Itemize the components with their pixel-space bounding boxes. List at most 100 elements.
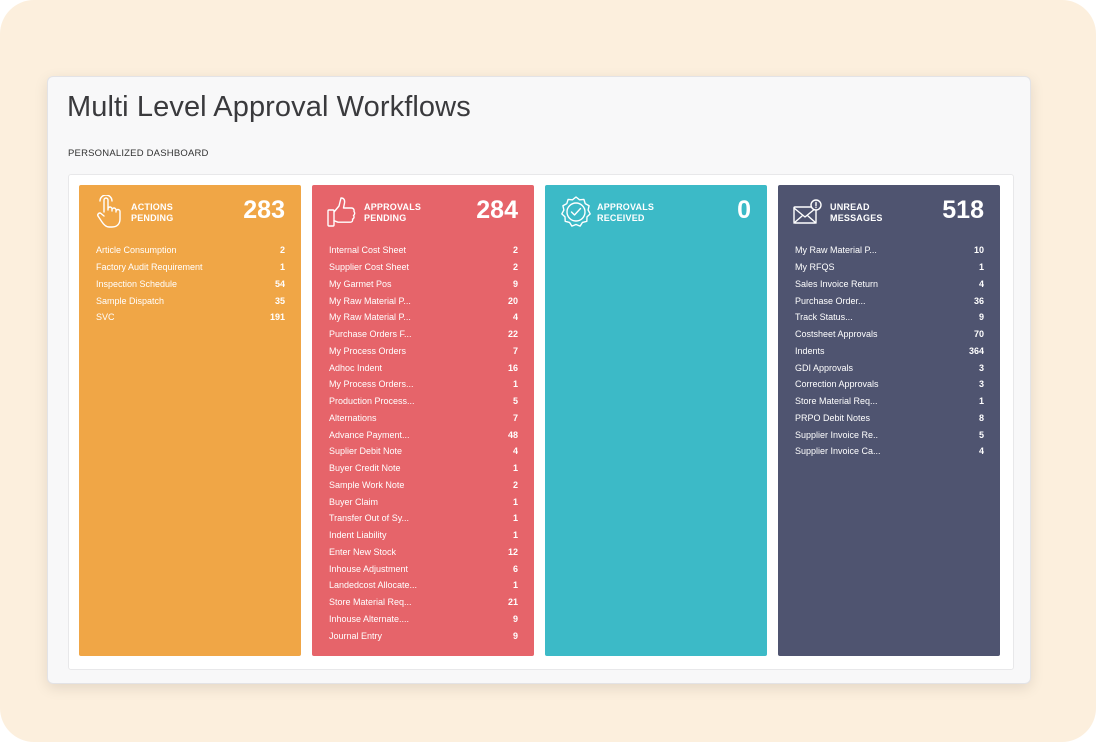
card-heading: ACTIONS PENDING [131, 202, 174, 223]
list-item[interactable]: Purchase Order... 36 [795, 292, 984, 309]
list-item-label: My Process Orders [329, 345, 407, 356]
list-item-count: 12 [507, 546, 518, 557]
list-item-count: 2 [512, 479, 518, 490]
list-item-count: 5 [512, 396, 518, 407]
list-item-count: 9 [512, 630, 518, 641]
list-item-label: GDI Approvals [795, 362, 854, 373]
card-approvals-received[interactable]: APPROVALS RECEIVED 0 [545, 185, 767, 656]
list-item[interactable]: My Process Orders... 1 [329, 376, 518, 393]
list-item[interactable]: Alternations 7 [329, 410, 518, 427]
list-item[interactable]: Indents 364 [795, 343, 984, 360]
card-heading: APPROVALS PENDING [364, 202, 422, 223]
list-item-count: 9 [512, 613, 518, 624]
list-item[interactable]: Inhouse Adjustment 6 [329, 560, 518, 577]
list-item-label: Enter New Stock [329, 546, 397, 557]
list-item[interactable]: My RFQS 1 [795, 259, 984, 276]
list-item-label: Track Status... [795, 312, 853, 323]
list-item[interactable]: Transfer Out of Sy... 1 [329, 510, 518, 527]
list-item[interactable]: Costsheet Approvals 70 [795, 326, 984, 343]
list-item[interactable]: Article Consumption 2 [96, 242, 285, 259]
list-item-label: Purchase Orders F... [329, 329, 412, 340]
list-item[interactable]: Landedcost Allocate... 1 [329, 577, 518, 594]
list-item[interactable]: GDI Approvals 3 [795, 359, 984, 376]
page-title: Multi Level Approval Workflows [67, 91, 471, 123]
list-item[interactable]: Correction Approvals 3 [795, 376, 984, 393]
list-item[interactable]: Sample Dispatch 35 [96, 292, 285, 309]
list-item-label: Transfer Out of Sy... [329, 513, 410, 524]
card-actions-pending[interactable]: ACTIONS PENDING 283 Article Consumption 2… [79, 185, 301, 656]
list-item[interactable]: Advance Payment... 48 [329, 426, 518, 443]
list-item-label: Purchase Order... [795, 295, 866, 306]
list-item[interactable]: Suplier Debit Note 4 [329, 443, 518, 460]
list-item[interactable]: Purchase Orders F... 22 [329, 326, 518, 343]
list-item-label: Sales Invoice Return [795, 278, 879, 289]
card-count: 284 [476, 196, 518, 224]
list-item[interactable]: My Raw Material P... 20 [329, 292, 518, 309]
list-item-count: 21 [507, 597, 518, 608]
list-item[interactable]: Factory Audit Requirement 1 [96, 259, 285, 276]
list-item-label: My Raw Material P... [329, 312, 411, 323]
dashboard-window: Multi Level Approval Workflows PERSONALI… [47, 76, 1031, 684]
list-item-count: 1 [512, 463, 518, 474]
list-item-count: 3 [978, 379, 984, 390]
list-item[interactable]: Sales Invoice Return 4 [795, 276, 984, 293]
list-item-count: 4 [978, 278, 984, 289]
list-item-label: My Raw Material P... [795, 245, 877, 256]
list-item-label: Factory Audit Requirement [96, 262, 203, 273]
list-item-count: 35 [274, 295, 285, 306]
list-item-label: Buyer Claim [329, 496, 379, 507]
list-item[interactable]: Inhouse Alternate.... 9 [329, 611, 518, 628]
list-item[interactable]: PRPO Debit Notes 8 [795, 410, 984, 427]
card-approvals-pending[interactable]: APPROVALS PENDING 284 Internal Cost Shee… [312, 185, 534, 656]
list-item-label: Advance Payment... [329, 429, 410, 440]
list-item[interactable]: Supplier Invoice Ca... 4 [795, 443, 984, 460]
list-item[interactable]: Buyer Credit Note 1 [329, 460, 518, 477]
hand-pointer-icon [93, 194, 123, 229]
card-count: 518 [942, 196, 984, 224]
list-item[interactable]: SVC 191 [96, 309, 285, 326]
list-item[interactable]: Supplier Cost Sheet 2 [329, 259, 518, 276]
list-item-count: 4 [978, 446, 984, 457]
list-item[interactable]: Buyer Claim 1 [329, 493, 518, 510]
list-item[interactable]: Sample Work Note 2 [329, 477, 518, 494]
list-item[interactable]: Enter New Stock 12 [329, 544, 518, 561]
list-item-count: 8 [978, 412, 984, 423]
list-item-label: Indents [795, 345, 825, 356]
list-item-label: Supplier Invoice Ca... [795, 446, 881, 457]
list-item-count: 2 [512, 245, 518, 256]
list-item-count: 4 [512, 312, 518, 323]
list-item[interactable]: Track Status... 9 [795, 309, 984, 326]
card-count: 0 [737, 196, 751, 224]
list-item[interactable]: My Process Orders 7 [329, 343, 518, 360]
list-item-label: Sample Work Note [329, 479, 405, 490]
list-item-label: Buyer Credit Note [329, 463, 401, 474]
list-item[interactable]: Inspection Schedule 54 [96, 276, 285, 293]
list-item-count: 2 [279, 245, 285, 256]
list-item-label: Correction Approvals [795, 379, 879, 390]
list-item-label: SVC [96, 312, 115, 323]
list-item[interactable]: Supplier Invoice Re.. 5 [795, 426, 984, 443]
cards-panel: ACTIONS PENDING 2 8 3 Article Consumption 2… [68, 174, 1014, 670]
list-item-label: Store Material Req... [329, 597, 412, 608]
card-heading: UNREAD MESSAGES [830, 202, 883, 223]
list-item[interactable]: Store Material Req... 1 [795, 393, 984, 410]
list-item-label: Suplier Debit Note [329, 446, 403, 457]
list-item[interactable]: Store Material Req... 21 [329, 594, 518, 611]
list-item-label: Store Material Req... [795, 396, 878, 407]
card-heading: APPROVALS RECEIVED [597, 202, 655, 223]
list-item[interactable]: My Raw Material P... 10 [795, 242, 984, 259]
list-item[interactable]: Journal Entry 9 [329, 627, 518, 644]
list-item-count: 10 [973, 245, 984, 256]
list-item-count: 1 [512, 513, 518, 524]
list-item[interactable]: Internal Cost Sheet 2 [329, 242, 518, 259]
list-item[interactable]: Indent Liability 1 [329, 527, 518, 544]
list-item-label: Adhoc Indent [329, 362, 383, 373]
thumbs-up-icon [326, 195, 356, 229]
card-unread-messages[interactable]: UNREAD MESSAGES 518 My Raw Material P...… [778, 185, 1000, 656]
list-item[interactable]: Adhoc Indent 16 [329, 359, 518, 376]
list-item[interactable]: My Garmet Pos 9 [329, 276, 518, 293]
card-item-list: Internal Cost Sheet 2 Supplier Cost Sheet 2… [329, 242, 518, 644]
list-item[interactable]: Production Process... 5 [329, 393, 518, 410]
list-item-label: Indent Liability [329, 530, 387, 541]
list-item[interactable]: My Raw Material P... 4 [329, 309, 518, 326]
